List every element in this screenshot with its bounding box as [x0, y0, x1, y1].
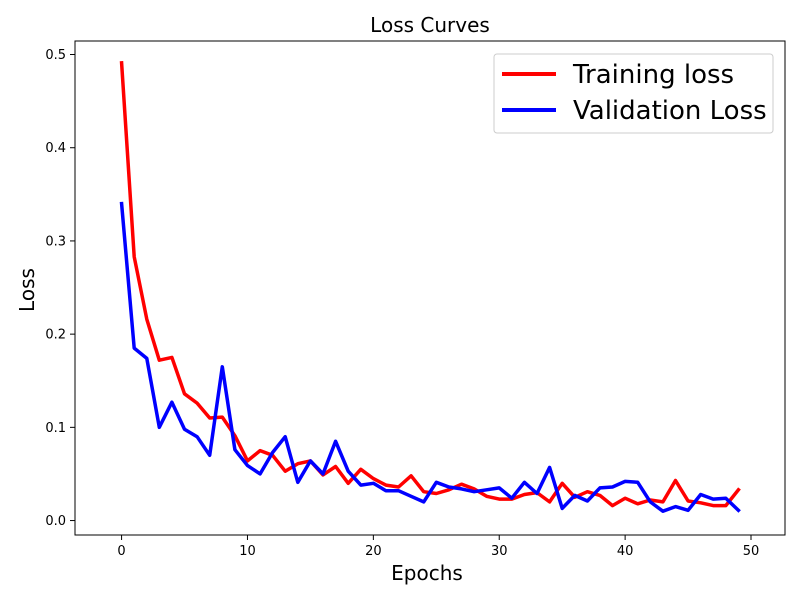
- x-tick-label: 10: [239, 544, 256, 559]
- x-tick-label: 0: [117, 544, 125, 559]
- series-layer: [119, 61, 741, 513]
- y-axis-ticks: 0.0 0.1 0.2 0.3 0.4 0.5: [45, 48, 75, 529]
- legend-box: [493, 53, 774, 134]
- y-tick-label: 0.0: [45, 514, 66, 529]
- x-tick-label: 40: [617, 544, 634, 559]
- y-tick-label: 0.3: [45, 234, 66, 249]
- y-axis-label: Loss: [15, 268, 39, 312]
- y-tick-label: 0.4: [45, 141, 66, 156]
- x-axis-label: Epochs: [391, 561, 463, 585]
- legend-label-validation: Validation Loss: [573, 96, 767, 126]
- plot-frame: [74, 40, 786, 536]
- legend-label-training: Training loss: [572, 60, 734, 90]
- x-tick-label: 30: [491, 544, 508, 559]
- y-tick-label: 0.1: [45, 421, 66, 436]
- series-line-1: [119, 201, 741, 513]
- x-tick-label: 20: [365, 544, 382, 559]
- x-tick-label: 50: [743, 544, 760, 559]
- y-tick-label: 0.2: [45, 328, 66, 343]
- y-tick-label: 0.5: [45, 48, 66, 63]
- x-axis-ticks: 0 10 20 30 40 50: [117, 535, 759, 559]
- chart-title: Loss Curves: [370, 13, 490, 37]
- legend: Training loss Validation Loss: [493, 53, 774, 134]
